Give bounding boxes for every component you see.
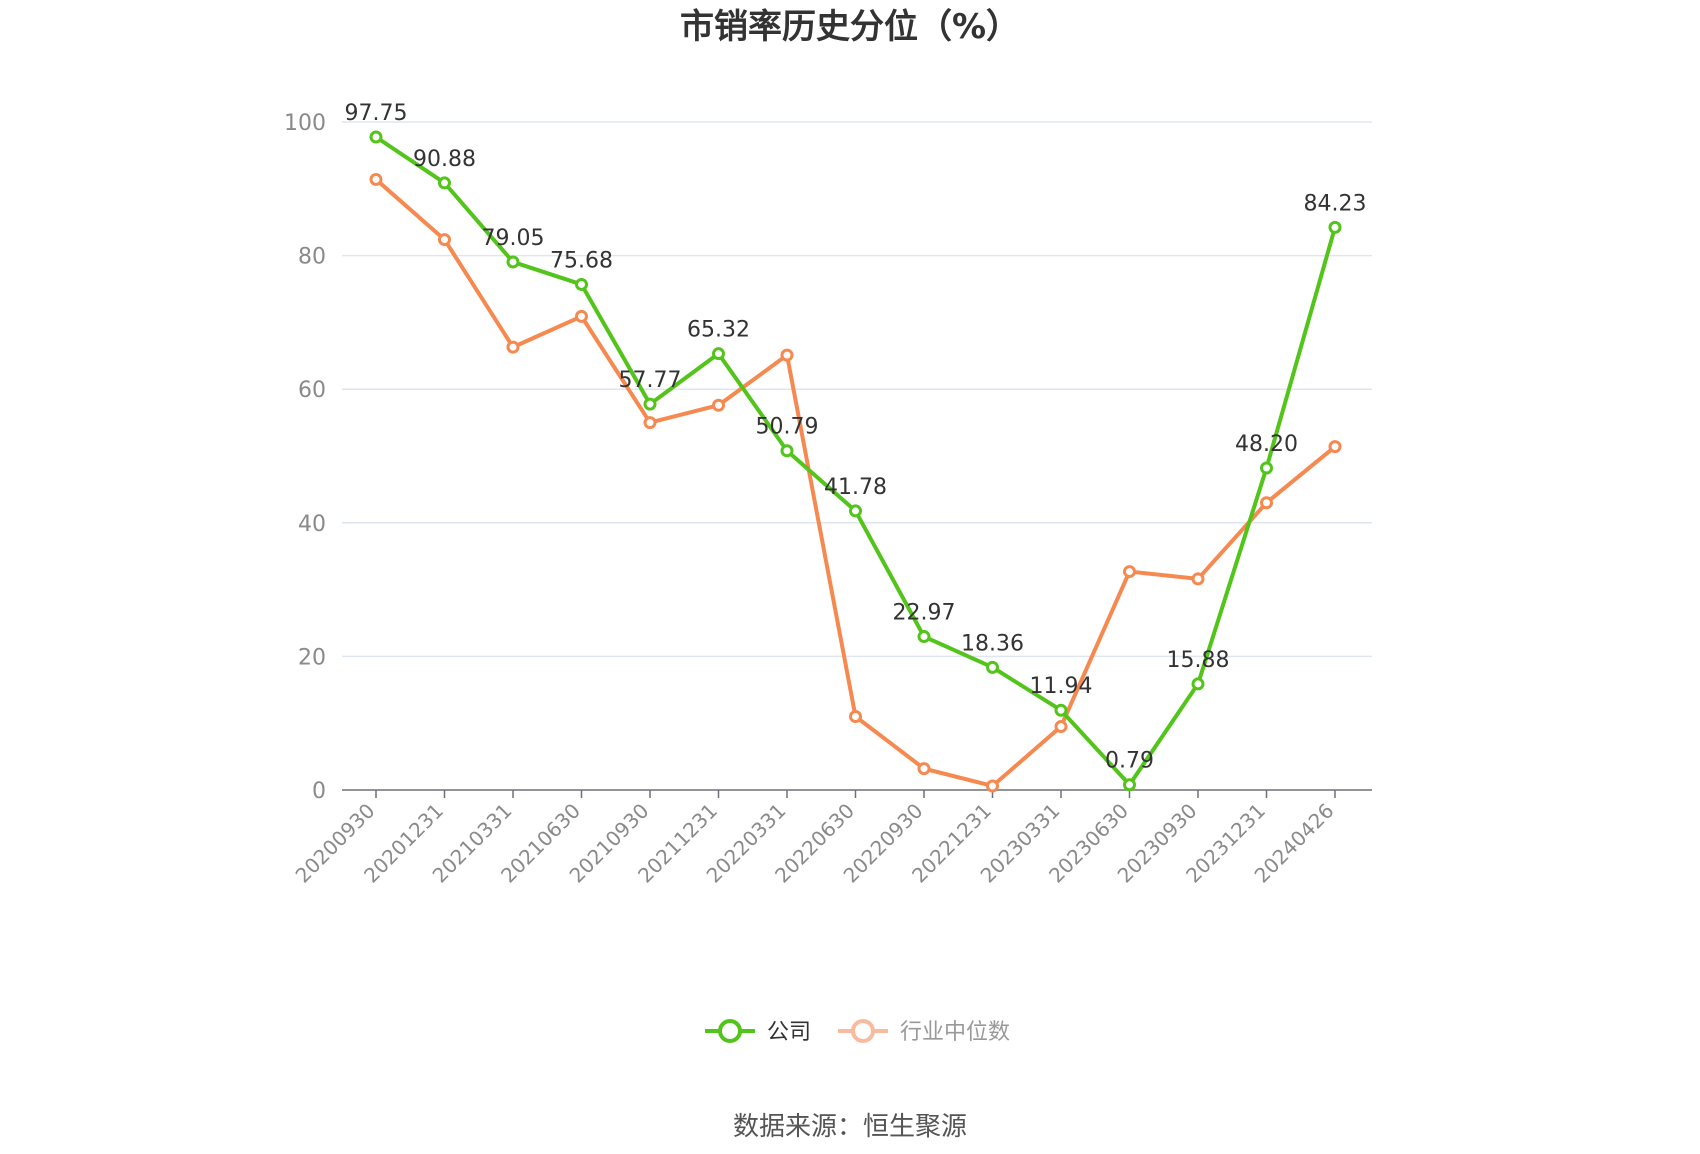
data-label-company: 0.79	[1105, 749, 1154, 774]
data-point-company[interactable]	[712, 347, 725, 361]
data-point-industry-median[interactable]	[780, 348, 794, 362]
data-point-company[interactable]	[575, 277, 588, 291]
y-tick-label: 40	[298, 512, 326, 537]
data-label-company: 57.77	[619, 368, 682, 393]
data-point-industry-median[interactable]	[917, 762, 931, 776]
data-source-note: 数据来源：恒生聚源	[733, 1112, 967, 1142]
data-label-company: 90.88	[413, 147, 476, 172]
grid-lines	[342, 121, 1372, 658]
data-label-company: 48.20	[1235, 432, 1298, 457]
data-label-company: 79.05	[482, 226, 545, 251]
data-point-company[interactable]	[917, 630, 931, 644]
y-tick-label: 100	[284, 111, 326, 136]
data-label-company: 50.79	[756, 415, 819, 440]
data-label-company: 15.88	[1167, 648, 1230, 673]
data-point-company[interactable]	[1123, 778, 1136, 792]
data-point-company[interactable]	[1328, 220, 1342, 234]
data-point-industry-median[interactable]	[1054, 720, 1068, 734]
chart-title: 市销率历史分位（%）	[680, 7, 1020, 47]
data-point-industry-median[interactable]	[438, 233, 451, 247]
data-point-company[interactable]	[1054, 703, 1068, 717]
data-point-company[interactable]	[780, 444, 794, 458]
y-tick-label: 0	[312, 779, 326, 804]
data-point-industry-median[interactable]	[506, 340, 520, 354]
legend-company-label: 公司	[767, 1020, 811, 1045]
data-point-industry-median[interactable]	[1123, 565, 1136, 579]
data-label-company: 22.97	[893, 601, 956, 626]
data-point-industry-median[interactable]	[849, 710, 862, 724]
data-point-company[interactable]	[1191, 677, 1205, 691]
data-label-company: 11.94	[1030, 674, 1093, 699]
data-point-company[interactable]	[849, 504, 862, 518]
y-tick-label: 60	[298, 378, 326, 403]
data-point-industry-median[interactable]	[712, 398, 725, 412]
data-label-company: 18.36	[961, 631, 1024, 656]
data-point-industry-median[interactable]	[369, 172, 383, 186]
data-point-company[interactable]	[986, 660, 999, 674]
legend-company-marker	[718, 1019, 742, 1043]
data-point-company[interactable]	[438, 176, 451, 190]
data-point-industry-median[interactable]	[1328, 440, 1342, 454]
data-label-company: 97.75	[345, 101, 408, 126]
data-label-company: 41.78	[824, 475, 887, 500]
data-label-company: 65.32	[687, 318, 750, 343]
legend: 公司 行业中位数	[705, 1019, 1010, 1045]
y-tick-label: 20	[298, 645, 326, 670]
data-label-company: 84.23	[1304, 191, 1367, 216]
legend-industry-label: 行业中位数	[900, 1020, 1010, 1045]
data-point-company[interactable]	[369, 130, 383, 144]
data-point-company[interactable]	[1260, 461, 1273, 475]
data-point-industry-median[interactable]	[643, 416, 657, 430]
data-point-industry-median[interactable]	[986, 779, 999, 793]
data-point-company[interactable]	[506, 255, 520, 269]
data-point-company[interactable]	[643, 397, 657, 411]
legend-item-industry-median[interactable]: 行业中位数	[838, 1019, 1010, 1045]
legend-industry-marker	[851, 1019, 875, 1043]
data-label-company: 75.68	[550, 248, 613, 273]
data-point-industry-median[interactable]	[1260, 496, 1273, 510]
y-tick-label: 80	[298, 245, 326, 270]
data-point-industry-median[interactable]	[575, 309, 588, 323]
legend-item-company[interactable]: 公司	[705, 1019, 811, 1045]
series-layer	[369, 130, 1342, 793]
data-point-industry-median[interactable]	[1191, 572, 1205, 586]
